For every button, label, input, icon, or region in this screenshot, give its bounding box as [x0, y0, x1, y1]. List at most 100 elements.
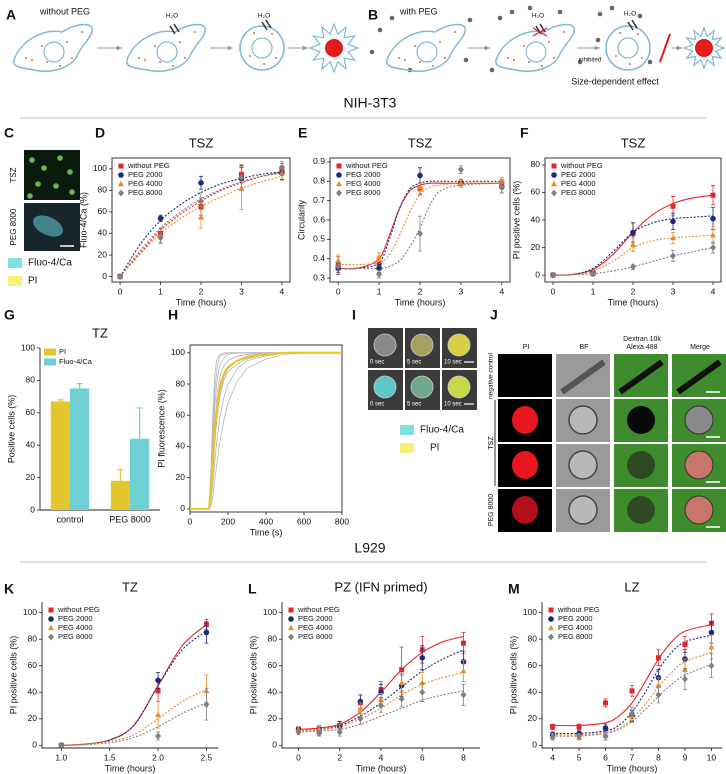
fit-curve [61, 630, 207, 746]
ion-dot [637, 33, 639, 35]
peg-molecule [595, 37, 601, 43]
fit-curve [338, 182, 502, 270]
chart-title: LZ [624, 579, 639, 594]
legend-marker [548, 607, 554, 613]
x-tick-label: 3 [671, 286, 676, 296]
data-point [278, 164, 285, 172]
y-tick-label: 60 [531, 187, 541, 197]
y-tick-label: 0.9 [313, 156, 325, 166]
data-point [203, 700, 210, 708]
x-tick-label: 2 [631, 286, 636, 296]
x-tick-label: 0 [296, 752, 301, 762]
fit-curve [119, 175, 283, 277]
x-tick-label: 0 [188, 516, 193, 526]
pore [173, 23, 180, 33]
data-point [682, 641, 688, 647]
y-tick-label: 60 [98, 206, 108, 216]
legend-label: PEG 8000 [128, 188, 163, 197]
ion-dot [275, 57, 277, 59]
legend-marker [548, 616, 554, 622]
ion-dot [444, 57, 446, 59]
legend-label: PEG 2000 [346, 170, 381, 179]
x-tick-label: 3 [459, 286, 464, 296]
legend-marker [548, 633, 554, 641]
legend-label: PEG 4000 [558, 623, 593, 632]
x-tick-label: 5 [577, 752, 582, 762]
cell-image [684, 450, 714, 480]
cell [495, 23, 575, 72]
y-tick-label: 100 [523, 607, 537, 617]
y-tick-label: 60 [528, 660, 538, 670]
legend-label: PEG 8000 [298, 632, 333, 641]
data-point [670, 218, 676, 225]
water-label: H₂O [258, 13, 270, 20]
data-point [603, 700, 609, 706]
chart-title: TSZ [408, 135, 433, 150]
data-point [670, 203, 676, 209]
data-point [602, 732, 609, 740]
y-tick-label: 40 [28, 687, 38, 697]
legend-label: without PEG [127, 161, 170, 170]
x-tick-label: 8 [656, 752, 661, 762]
y-axis-label: PI positive cells (%) [248, 636, 258, 715]
ion-dot [172, 65, 174, 67]
data-point [417, 183, 423, 190]
data-point [157, 215, 164, 222]
ion-dot [71, 57, 73, 59]
fit-curve [61, 702, 207, 746]
x-tick-label: 1.0 [55, 752, 67, 762]
legend-label: PEG 2000 [128, 170, 163, 179]
x-tick-label: 2 [418, 286, 423, 296]
data-point [670, 234, 676, 241]
cell-signal [69, 189, 75, 195]
ion-dot [563, 31, 565, 33]
legend-label: PEG 8000 [561, 188, 596, 197]
legend-marker [551, 180, 557, 187]
panel-letter: J [490, 307, 498, 323]
legend-label: without PEG [560, 161, 603, 170]
cell-image [568, 405, 598, 435]
cell-image [627, 496, 655, 524]
y-tick-label: 40 [176, 441, 186, 451]
legend-marker [48, 633, 54, 641]
legend-label: PEG 8000 [558, 632, 593, 641]
panel-letter: D [95, 125, 105, 141]
cell-image [410, 375, 434, 399]
x-tick-label: 0 [336, 286, 341, 296]
ion-dot [138, 57, 140, 59]
legend-swatch [8, 258, 22, 268]
ion-dot [263, 63, 265, 65]
trace [190, 351, 342, 510]
time-label: 10 sec [444, 360, 462, 366]
data-point [550, 724, 556, 730]
block-mark [532, 27, 548, 37]
cell-signal [512, 406, 538, 434]
data-point [117, 273, 124, 281]
data-point [681, 675, 688, 683]
chart-title: TSZ [621, 135, 646, 150]
ruptured-nucleus [695, 39, 713, 57]
legend-label: PEG 2000 [58, 614, 93, 623]
water-label: H₂O [166, 13, 178, 20]
column-header: PI [522, 344, 530, 351]
y-tick-label: 0 [30, 504, 35, 514]
y-tick-label: 100 [21, 342, 35, 352]
panel-letter: E [298, 125, 307, 141]
cell-image [447, 333, 471, 357]
legend-marker [118, 180, 124, 187]
x-tick-label: 200 [221, 516, 235, 526]
data-point [376, 265, 382, 272]
cell-signal [27, 193, 33, 199]
y-tick-label: 40 [528, 687, 538, 697]
y-tick-label: 40 [26, 439, 36, 449]
legend-label: Fluo-4/Ca [28, 258, 72, 269]
y-tick-label: 60 [28, 660, 38, 670]
y-tick-label: 20 [28, 713, 38, 723]
y-tick-label: 0 [532, 740, 537, 750]
cell-signal [53, 183, 59, 189]
peg-molecule [527, 5, 533, 11]
x-tick-label: 0 [551, 286, 556, 296]
legend-swatch [400, 425, 414, 435]
data-point [549, 733, 556, 741]
